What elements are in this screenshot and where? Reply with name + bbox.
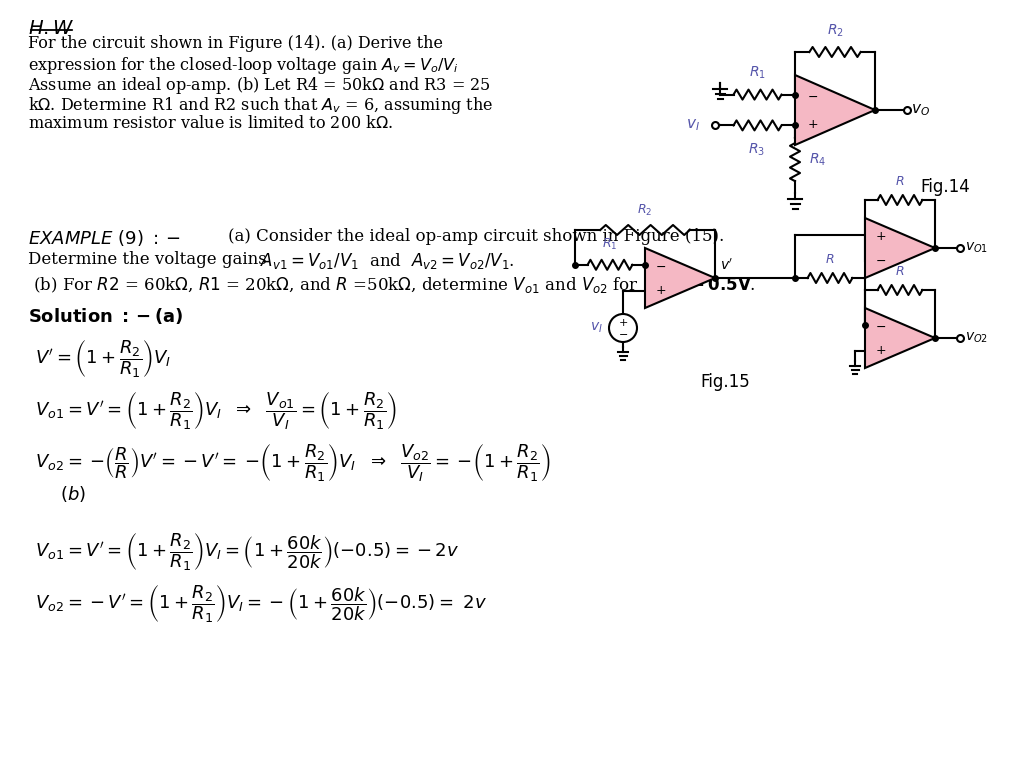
Text: $+$: $+$ bbox=[874, 230, 886, 243]
Text: $v_{O1}$: $v_{O1}$ bbox=[965, 241, 988, 255]
Text: $\mathbf{Solution\ :-(a)}$: $\mathbf{Solution\ :-(a)}$ bbox=[28, 306, 183, 326]
Text: $-$: $-$ bbox=[874, 319, 886, 333]
Text: $v_I$: $v_I$ bbox=[590, 321, 603, 335]
Text: $R_1$: $R_1$ bbox=[602, 237, 617, 252]
Text: (b) For $\it{R2}$ = 60k$\Omega$, $\it{R1}$ = 20k$\Omega$, and $\it{R}$ =50k$\Ome: (b) For $\it{R2}$ = 60k$\Omega$, $\it{R1… bbox=[28, 275, 756, 295]
Text: Fig.14: Fig.14 bbox=[920, 178, 970, 196]
Text: $R_4$: $R_4$ bbox=[809, 151, 826, 167]
Text: $\bf{\it{EXAMPLE\ (9)\ :-}}$: $\bf{\it{EXAMPLE\ (9)\ :-}}$ bbox=[28, 228, 180, 248]
Text: $V_{o1} = V' = \left(1 + \dfrac{R_2}{R_1}\right)V_I = \left(1 + \dfrac{60k}{20k}: $V_{o1} = V' = \left(1 + \dfrac{R_2}{R_1… bbox=[35, 531, 459, 573]
Text: $V' = \left(1 + \dfrac{R_2}{R_1}\right)V_I$: $V' = \left(1 + \dfrac{R_2}{R_1}\right)V… bbox=[35, 338, 171, 379]
Text: $v_O$: $v_O$ bbox=[911, 102, 930, 118]
Text: $R_3$: $R_3$ bbox=[749, 141, 766, 157]
Text: $-$: $-$ bbox=[807, 90, 818, 102]
Text: Determine the voltage gains: Determine the voltage gains bbox=[28, 251, 266, 268]
Polygon shape bbox=[865, 308, 935, 368]
Text: $v_I$: $v_I$ bbox=[686, 118, 700, 134]
Text: For the circuit shown in Figure (14). (a) Derive the: For the circuit shown in Figure (14). (a… bbox=[28, 35, 443, 52]
Text: $+$: $+$ bbox=[807, 118, 818, 131]
Polygon shape bbox=[865, 218, 935, 278]
Text: $v_{O2}$: $v_{O2}$ bbox=[965, 331, 988, 345]
Text: Assume an ideal op-amp. (b) Let R4 = 50k$\Omega$ and R3 = 25: Assume an ideal op-amp. (b) Let R4 = 50k… bbox=[28, 75, 490, 96]
Text: $R$: $R$ bbox=[895, 175, 905, 188]
Text: $+$: $+$ bbox=[617, 317, 628, 329]
Text: (a) Consider the ideal op-amp circuit shown in Figure (15).: (a) Consider the ideal op-amp circuit sh… bbox=[228, 228, 724, 245]
Text: $A_{v1} = V_{o1} / V_1$  and  $A_{v2} = V_{o2} / V_1$.: $A_{v1} = V_{o1} / V_1$ and $A_{v2} = V_… bbox=[260, 251, 515, 271]
Text: $-$: $-$ bbox=[874, 253, 886, 266]
Text: Fig.15: Fig.15 bbox=[700, 373, 750, 391]
Text: $R$: $R$ bbox=[895, 265, 905, 278]
Text: $V_{o1} = V' = \left(1 + \dfrac{R_2}{R_1}\right)V_I$  $\Rightarrow$  $\dfrac{V_{: $V_{o1} = V' = \left(1 + \dfrac{R_2}{R_1… bbox=[35, 390, 397, 432]
Circle shape bbox=[609, 314, 637, 342]
Text: $V_{o2} = -\!\left(\dfrac{R}{R}\right)V' = -V' = -\!\left(1 + \dfrac{R_2}{R_1}\r: $V_{o2} = -\!\left(\dfrac{R}{R}\right)V'… bbox=[35, 442, 551, 484]
Text: $R$: $R$ bbox=[825, 253, 835, 266]
Text: $-$: $-$ bbox=[654, 260, 666, 273]
Polygon shape bbox=[795, 75, 874, 145]
Text: $-$: $-$ bbox=[617, 328, 628, 338]
Text: expression for the closed-loop voltage gain $A_v = V_o / V_i$: expression for the closed-loop voltage g… bbox=[28, 55, 459, 76]
Text: $V_{o2} = -V' = \left(1 + \dfrac{R_2}{R_1}\right)V_I = -\left(1 + \dfrac{60k}{20: $V_{o2} = -V' = \left(1 + \dfrac{R_2}{R_… bbox=[35, 583, 487, 624]
Text: $R_2$: $R_2$ bbox=[637, 203, 652, 218]
Text: $R_1$: $R_1$ bbox=[749, 65, 766, 81]
Text: $\bf{\it{H.W}}$: $\bf{\it{H.W}}$ bbox=[28, 20, 75, 38]
Polygon shape bbox=[645, 248, 715, 308]
Text: $v'$: $v'$ bbox=[720, 258, 733, 273]
Text: $+$: $+$ bbox=[874, 343, 886, 356]
Text: maximum resistor value is limited to 200 k$\Omega$.: maximum resistor value is limited to 200… bbox=[28, 115, 393, 132]
Text: $\mathit{(b)}$: $\mathit{(b)}$ bbox=[60, 484, 86, 504]
Text: $+$: $+$ bbox=[654, 283, 666, 296]
Text: $R_2$: $R_2$ bbox=[826, 22, 844, 39]
Text: k$\Omega$. Determine R1 and R2 such that $A_v$ = 6, assuming the: k$\Omega$. Determine R1 and R2 such that… bbox=[28, 95, 493, 116]
